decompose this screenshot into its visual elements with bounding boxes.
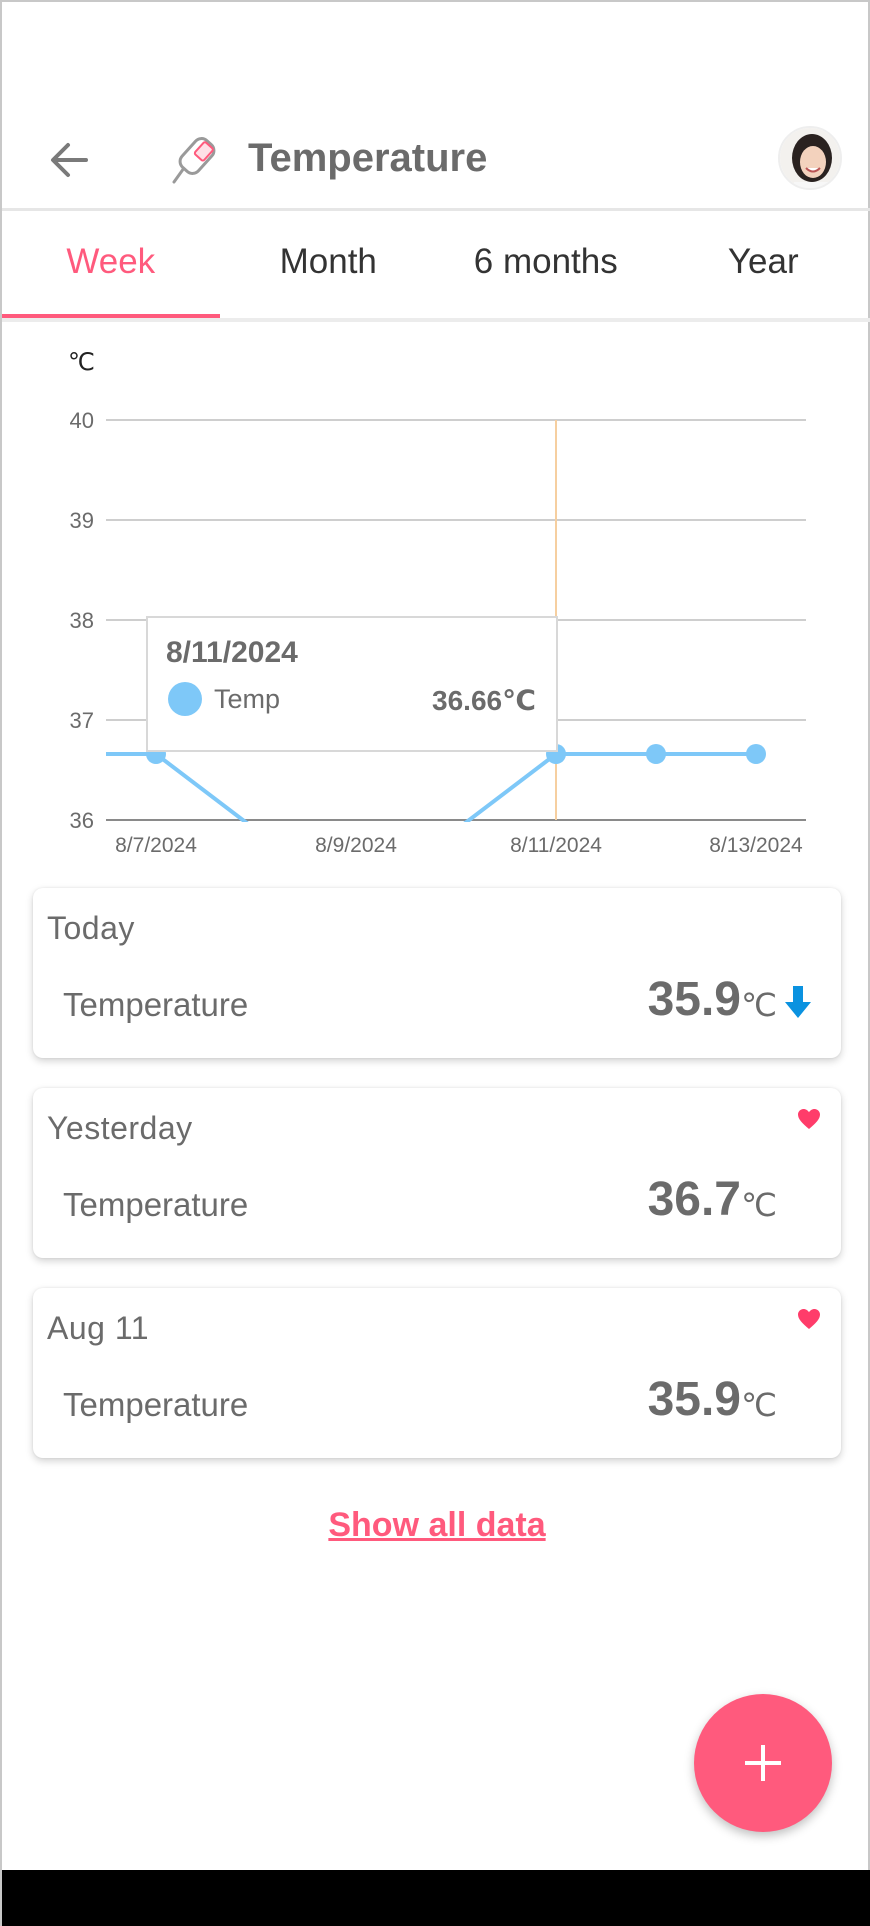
reading-card-aug-11[interactable]: Aug 11 Temperature 35.9 ℃	[33, 1288, 841, 1458]
app-header: Temperature	[2, 102, 870, 212]
thermometer-icon	[172, 137, 216, 184]
x-tick-label: 8/7/2024	[115, 834, 197, 857]
card-value: 35.9	[647, 973, 741, 1026]
card-date: Today	[47, 910, 135, 946]
tabs-divider	[2, 318, 870, 322]
y-tick-label: 38	[70, 608, 94, 633]
card-unit: ℃	[741, 987, 777, 1023]
y-unit-label: ℃	[68, 349, 95, 376]
y-tick-label: 39	[70, 508, 94, 533]
tooltip-value: 36.66℃	[432, 685, 536, 716]
chart-tooltip: 8/11/2024 Temp 36.66℃	[146, 616, 558, 752]
data-point	[746, 744, 766, 764]
show-all-data-link[interactable]: Show all data	[328, 1506, 546, 1544]
tab-month[interactable]: Month	[279, 242, 377, 281]
card-unit: ℃	[741, 1387, 777, 1423]
tooltip-date: 8/11/2024	[166, 636, 298, 669]
card-unit: ℃	[741, 1187, 777, 1223]
heart-icon	[798, 1309, 820, 1329]
chart-svg: ℃ 36 37 38 39 40 8/7/2024 8/9/2024 8/11/2024 8/13…	[68, 349, 806, 857]
card-metric: Temperature	[63, 1386, 249, 1423]
y-tick-label: 37	[70, 708, 94, 733]
header-divider	[2, 208, 870, 211]
card-value: 35.9	[647, 1373, 741, 1426]
reading-card-yesterday[interactable]: Yesterday Temperature 36.7 ℃	[33, 1088, 841, 1258]
avatar-image	[780, 128, 840, 188]
tab-6-months[interactable]: 6 months	[473, 242, 618, 281]
page-title: Temperature	[248, 136, 488, 180]
x-tick-label: 8/9/2024	[315, 834, 397, 857]
series-line	[106, 752, 756, 822]
card-date: Aug 11	[47, 1310, 150, 1346]
data-point	[646, 744, 666, 764]
avatar[interactable]	[778, 126, 842, 190]
tab-week[interactable]: Week	[2, 212, 220, 322]
card-date: Yesterday	[47, 1110, 193, 1146]
tooltip-series-name: Temp	[214, 684, 281, 714]
back-arrow-icon[interactable]	[42, 132, 98, 188]
range-tabs: Week Month 6 months Year	[2, 212, 870, 322]
add-record-button[interactable]	[694, 1694, 832, 1832]
card-metric: Temperature	[63, 1186, 249, 1223]
y-tick-label: 36	[70, 808, 94, 833]
x-tick-label: 8/13/2024	[709, 834, 803, 857]
tab-year[interactable]: Year	[727, 242, 799, 281]
y-tick-label: 40	[70, 408, 94, 433]
heart-icon	[798, 1109, 820, 1129]
system-nav-bar	[2, 1870, 870, 1926]
down-arrow-icon	[785, 986, 811, 1018]
series-swatch	[168, 682, 202, 716]
x-tick-label: 8/11/2024	[510, 834, 602, 857]
card-value: 36.7	[647, 1173, 741, 1226]
temperature-chart[interactable]: ℃ 36 37 38 39 40 8/7/2024 8/9/2024 8/11/2024 8/13…	[2, 332, 870, 872]
card-metric: Temperature	[63, 986, 249, 1023]
reading-card-today[interactable]: Today Temperature 35.9 ℃	[33, 888, 841, 1058]
